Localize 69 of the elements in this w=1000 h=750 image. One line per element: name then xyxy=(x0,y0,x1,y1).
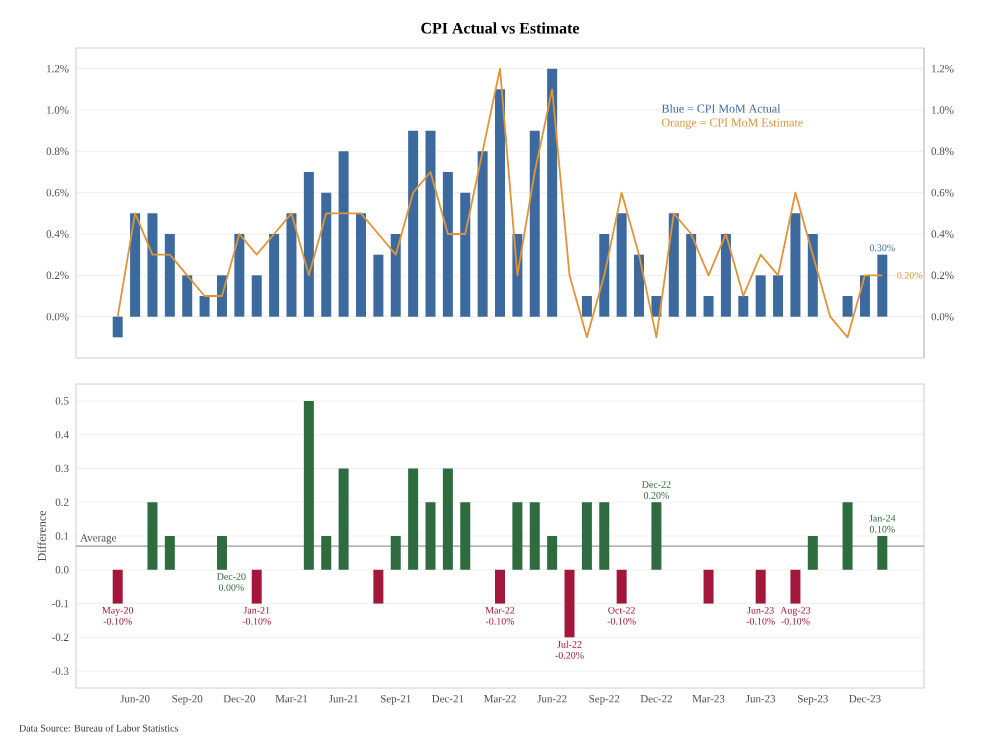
bar xyxy=(807,536,818,570)
bar xyxy=(199,295,210,317)
bar xyxy=(738,295,749,317)
bar xyxy=(495,89,506,317)
bar xyxy=(842,502,853,570)
bar xyxy=(668,213,679,317)
bar xyxy=(581,502,592,570)
bar xyxy=(373,254,384,317)
bar xyxy=(147,502,158,570)
bar xyxy=(303,400,314,570)
bar xyxy=(755,569,766,604)
bar xyxy=(460,192,471,317)
bar xyxy=(234,233,245,317)
bar xyxy=(286,213,297,317)
bar xyxy=(164,536,175,570)
bar xyxy=(442,468,453,570)
bar xyxy=(269,233,280,317)
bar xyxy=(408,130,419,317)
bar xyxy=(755,275,766,317)
bar xyxy=(529,130,540,317)
bar xyxy=(182,275,193,317)
bar xyxy=(842,295,853,317)
bar xyxy=(773,275,784,317)
bar xyxy=(547,68,558,317)
bar xyxy=(425,130,436,317)
bar xyxy=(703,295,714,317)
bar xyxy=(790,213,801,317)
bar xyxy=(321,536,332,570)
bar xyxy=(564,569,575,638)
bar xyxy=(651,502,662,570)
bar xyxy=(390,233,401,317)
bar xyxy=(477,151,488,317)
bar xyxy=(634,254,645,317)
bar xyxy=(877,536,888,570)
bar xyxy=(112,316,123,338)
bar xyxy=(303,171,314,317)
bar xyxy=(529,502,540,570)
bar xyxy=(616,569,627,604)
bar xyxy=(686,233,697,317)
bar xyxy=(599,233,610,317)
bar xyxy=(355,213,366,317)
bar xyxy=(616,213,627,317)
bar xyxy=(338,151,349,317)
bar xyxy=(390,536,401,570)
bar xyxy=(338,468,349,570)
bar xyxy=(164,233,175,317)
bar xyxy=(112,569,123,604)
bar xyxy=(512,502,523,570)
bar xyxy=(460,502,471,570)
bar xyxy=(495,569,506,604)
bar xyxy=(216,536,227,570)
bar xyxy=(790,569,801,604)
bar xyxy=(859,275,870,317)
bar xyxy=(547,536,558,570)
bar xyxy=(425,502,436,570)
bar xyxy=(581,295,592,317)
bar xyxy=(599,502,610,570)
bar xyxy=(147,213,158,317)
bar xyxy=(373,569,384,604)
bar xyxy=(321,192,332,317)
bar xyxy=(408,468,419,570)
bar xyxy=(251,275,262,317)
bar xyxy=(130,213,141,317)
bar xyxy=(251,569,262,604)
bar xyxy=(442,171,453,317)
bar xyxy=(703,569,714,604)
bar xyxy=(877,254,888,317)
bar xyxy=(720,233,731,317)
bar xyxy=(807,233,818,317)
